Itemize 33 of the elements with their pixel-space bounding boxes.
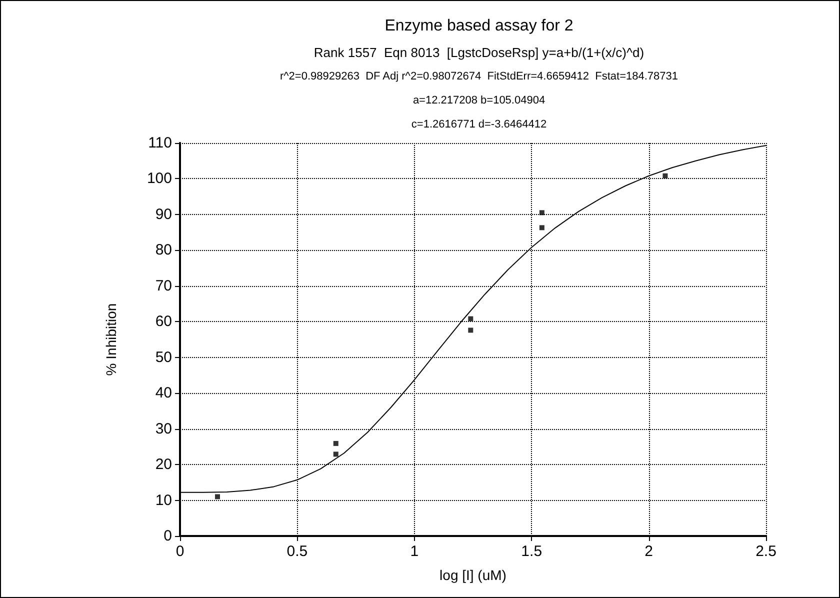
chart-title: Enzyme based assay for 2 bbox=[384, 18, 574, 34]
x-tick-label: 1.5 bbox=[521, 543, 542, 560]
y-tick-label: 50 bbox=[155, 348, 172, 366]
x-tick-label: 1 bbox=[410, 543, 419, 560]
y-tick-label: 10 bbox=[155, 492, 172, 509]
text: c=1.2616771 d=-3.6464412 bbox=[411, 118, 547, 130]
y-tick-label: 110 bbox=[148, 134, 172, 152]
y-tick-label: 60 bbox=[155, 313, 172, 330]
y-tick-label: 80 bbox=[155, 242, 172, 259]
y-axis-title: % Inhibition bbox=[103, 303, 119, 376]
x-tick-label: 2 bbox=[644, 543, 653, 560]
y-tick-label: 100 bbox=[146, 170, 172, 188]
y-tick-label: 0 bbox=[164, 528, 172, 544]
y-tick-label: 70 bbox=[155, 277, 172, 294]
y-tick-label: 40 bbox=[155, 384, 172, 402]
x-tick-label: 0.5 bbox=[286, 543, 308, 560]
point bbox=[662, 173, 668, 178]
point bbox=[539, 210, 544, 216]
y-tick-label: 20 bbox=[155, 456, 172, 474]
point bbox=[468, 316, 474, 322]
text: a=12.217208 b=105.04904 bbox=[412, 94, 546, 106]
point bbox=[468, 328, 474, 333]
point bbox=[333, 440, 338, 446]
point bbox=[333, 452, 338, 457]
y-tick-label: 30 bbox=[155, 420, 172, 438]
chart-subtitle: Rank 1557 Eqn 8013 [LgstcDoseRsp] y=a+b/(1+(x/c)^d) bbox=[314, 45, 644, 60]
x-tick-label: 0 bbox=[176, 543, 184, 560]
text: r^2=0.98929263 DF Adj r^2=0.98072674 FitStdErr=4.6659412 Fstat=184.78731 bbox=[280, 70, 678, 82]
y-tick-label: 90 bbox=[155, 206, 172, 223]
x-tick-label: 2.5 bbox=[756, 543, 776, 560]
x-axis-title: log [I] (uM) bbox=[440, 567, 506, 583]
point bbox=[215, 494, 220, 500]
point bbox=[539, 225, 544, 230]
